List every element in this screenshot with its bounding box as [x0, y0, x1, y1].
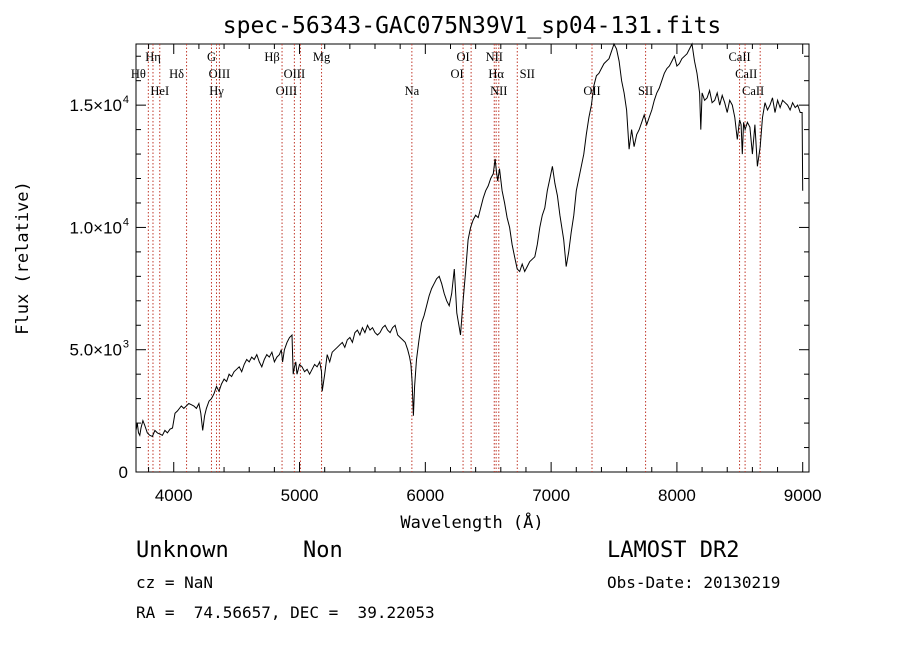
- y-tick-label: 0: [119, 463, 128, 482]
- line-label: CaII: [728, 50, 750, 64]
- line-label: Hβ: [264, 50, 279, 64]
- y-tick-exponent: 3: [123, 339, 129, 351]
- x-tick-label: 5000: [281, 486, 319, 505]
- y-tick-exponent: 4: [123, 216, 129, 228]
- line-label: OIII: [284, 67, 306, 81]
- line-label: SII: [520, 67, 535, 81]
- line-label: NII: [490, 84, 507, 98]
- coordinates: RA = 74.56657, DEC = 39.22053: [136, 603, 435, 622]
- x-axis-label: Wavelength (Å): [400, 511, 543, 533]
- line-label: OIII: [209, 67, 231, 81]
- line-label: Hα: [488, 67, 504, 81]
- y-tick-label: 5.0×10: [70, 341, 122, 360]
- line-label: CaII: [735, 67, 757, 81]
- line-label: OI: [456, 50, 469, 64]
- x-axis-ticks: 4000 5000 6000 7000 8000 9000: [148, 44, 822, 505]
- line-label: NII: [486, 50, 503, 64]
- survey-name: LAMOST DR2: [607, 538, 740, 563]
- x-tick-label: 9000: [784, 486, 822, 505]
- y-axis-label: Flux (relative): [13, 181, 33, 335]
- line-label: Mg: [313, 50, 331, 64]
- chart-title: spec-56343-GAC075N39V1_sp04-131.fits: [223, 13, 722, 39]
- line-label: SII: [638, 84, 653, 98]
- line-label: Hγ: [209, 84, 224, 98]
- plot-frame: [135, 43, 810, 473]
- line-label: Hη: [145, 50, 161, 64]
- x-tick-label: 8000: [658, 486, 696, 505]
- x-tick-label: 6000: [406, 486, 444, 505]
- x-tick-label: 7000: [532, 486, 570, 505]
- y-tick-label: 1.0×10: [70, 218, 122, 237]
- spectrum-line: [135, 42, 804, 438]
- line-label: Na: [405, 84, 420, 98]
- line-label: OIII: [276, 84, 298, 98]
- redshift-cz: cz = NaN: [136, 573, 214, 592]
- x-tick-label: 4000: [155, 486, 193, 505]
- line-label: G: [207, 50, 216, 64]
- observation-date: Obs-Date: 20130219: [607, 573, 781, 592]
- y-tick-label: 1.5×10: [70, 96, 122, 115]
- line-label: OII: [583, 84, 600, 98]
- object-class: Unknown: [136, 538, 229, 563]
- emission-line-markers: [147, 44, 761, 472]
- line-label: Hδ: [169, 67, 184, 81]
- y-tick-exponent: 4: [123, 94, 129, 106]
- line-label: Hθ: [131, 67, 146, 81]
- object-subclass: Non: [303, 538, 343, 563]
- line-label: CaII: [742, 84, 764, 98]
- line-label: HeI: [150, 84, 169, 98]
- line-label: OI: [451, 67, 464, 81]
